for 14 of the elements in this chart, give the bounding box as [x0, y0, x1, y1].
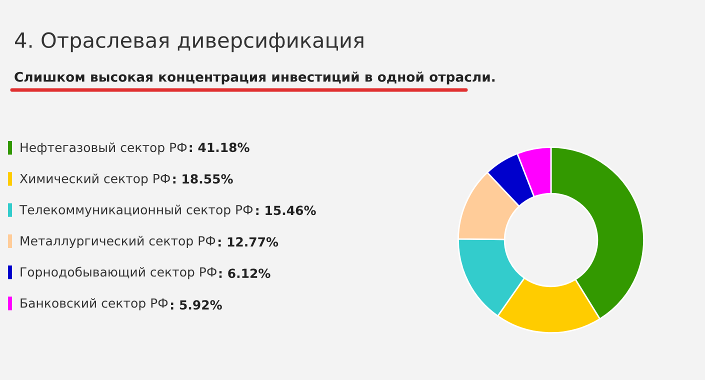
- legend-label: Химический сектор РФ: [20, 174, 170, 186]
- legend-label: Металлургический сектор РФ: [20, 236, 216, 248]
- data-label: : 12.77%: [218, 237, 278, 247]
- legend-label: Телекоммуникационный сектор РФ: [19, 204, 253, 217]
- data-label: : 15.46%: [256, 206, 316, 216]
- data-label: : 41.18%: [190, 142, 250, 152]
- data-label: : 18.55%: [173, 174, 233, 184]
- legend-label: Нефтегазовый сектор РФ: [20, 142, 187, 155]
- legend-label: Горнодобывающий сектор РФ: [20, 266, 216, 280]
- data-label: : 6.12%: [219, 268, 270, 278]
- chart-title: 4. Отраслевая диверсификация: [15, 32, 364, 52]
- legend-label: Банковский сектор РФ: [20, 298, 168, 310]
- data-label: : 5.92%: [171, 300, 222, 310]
- chart-subtitle: Слишком высокая концентрация инвестиций в одной отрасли.: [14, 72, 495, 84]
